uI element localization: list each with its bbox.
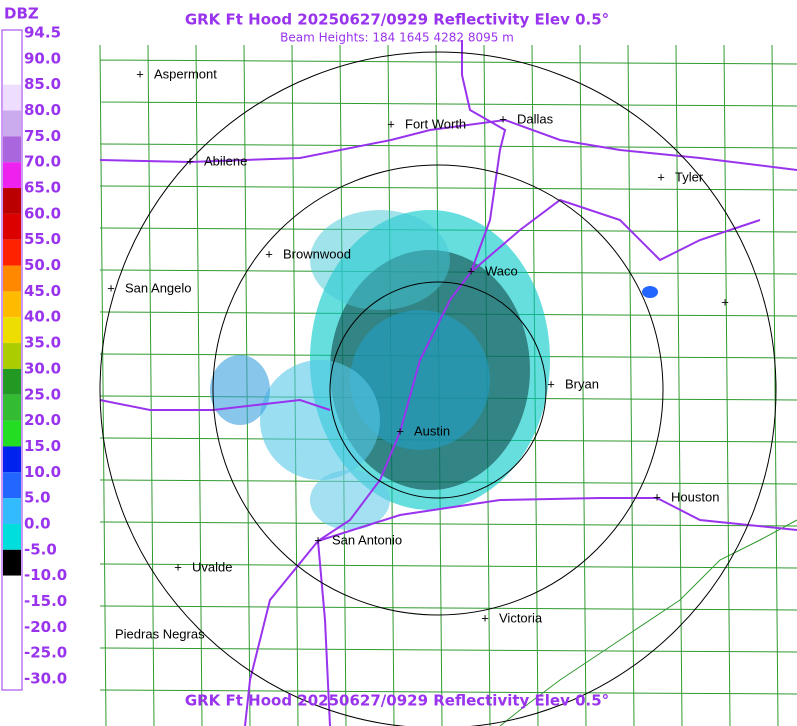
city-marker: + xyxy=(136,66,144,81)
city-label: Piedras Negras xyxy=(115,626,205,641)
legend-label: 50.0 xyxy=(24,256,61,274)
subtitle: Beam Heights: 184 1645 4282 8095 m xyxy=(280,31,514,45)
city-marker: + xyxy=(314,532,322,547)
city-label: Dallas xyxy=(517,111,554,126)
city-marker: + xyxy=(396,423,404,438)
radar-echo xyxy=(210,210,658,530)
legend-label: 25.0 xyxy=(24,385,61,403)
city-marker: + xyxy=(186,153,194,168)
range-ring xyxy=(212,164,664,616)
legend-label: 55.0 xyxy=(24,230,61,248)
city-label: Houston xyxy=(671,489,719,504)
legend-swatch xyxy=(3,627,21,654)
legend-label: 40.0 xyxy=(24,308,61,326)
legend-swatch xyxy=(3,291,21,318)
legend-label: -30.0 xyxy=(24,670,67,688)
city-marker: + xyxy=(653,489,661,504)
legend-label: -5.0 xyxy=(24,540,57,558)
city-label: Tyler xyxy=(675,169,704,184)
legend-label: -25.0 xyxy=(24,644,67,662)
legend-swatch xyxy=(3,653,21,679)
city-marker: + xyxy=(481,610,489,625)
legend-swatch xyxy=(3,188,21,214)
city-label: Austin xyxy=(414,423,450,438)
range-ring xyxy=(329,281,547,499)
coastline xyxy=(499,519,797,726)
legend-swatch xyxy=(3,84,21,111)
legend-label: 15.0 xyxy=(24,437,61,455)
legend-label: 94.5 xyxy=(24,24,61,42)
legend-swatch xyxy=(3,33,21,59)
legend-label: 70.0 xyxy=(24,153,61,171)
legend-label: 45.0 xyxy=(24,282,61,300)
city-marker: + xyxy=(174,559,182,574)
legend-label: 0.0 xyxy=(24,514,51,532)
footer-title: GRK Ft Hood 20250627/0929 Reflectivity E… xyxy=(185,692,609,710)
city-marker: + xyxy=(499,111,507,126)
title: GRK Ft Hood 20250627/0929 Reflectivity E… xyxy=(185,11,609,29)
legend-swatch xyxy=(3,368,21,395)
legend-swatch xyxy=(3,575,21,602)
cities: + Aspermont + Fort Worth + Dallas + Abilene + Tyl… xyxy=(107,66,729,641)
city-label: San Angelo xyxy=(125,280,192,295)
legend-swatch xyxy=(3,420,21,447)
legend-label: -20.0 xyxy=(24,618,67,636)
legend-label: 85.0 xyxy=(24,75,61,93)
city-label: San Antonio xyxy=(332,532,402,547)
range-ring xyxy=(99,51,777,726)
city-marker: + xyxy=(265,246,273,261)
city-marker: + xyxy=(547,376,555,391)
legend: 94.5 90.0 85.0 80.0 75.0 70.0 65.0 60.0 55.0 50.0… xyxy=(3,24,67,688)
highways xyxy=(99,40,797,726)
city-label: Victoria xyxy=(499,610,543,625)
legend-swatch xyxy=(3,523,21,550)
legend-swatch xyxy=(3,601,21,628)
legend-swatch xyxy=(3,394,21,421)
city-marker: + xyxy=(467,263,475,278)
legend-swatch xyxy=(3,317,21,344)
city-label: Abilene xyxy=(204,153,247,168)
city-marker: + xyxy=(107,280,115,295)
city-label: Fort Worth xyxy=(405,116,466,131)
legend-swatch xyxy=(3,472,21,499)
legend-swatch xyxy=(3,239,21,266)
city-marker: + xyxy=(721,294,729,309)
legend-label: 30.0 xyxy=(24,359,61,377)
legend-label: 5.0 xyxy=(24,489,51,507)
legend-label: 90.0 xyxy=(24,49,61,67)
legend-swatch xyxy=(3,343,21,369)
legend-swatch xyxy=(3,265,21,292)
city-label: Bryan xyxy=(565,376,599,391)
legend-swatch xyxy=(3,136,21,163)
legend-swatch xyxy=(3,446,21,473)
legend-label: 10.0 xyxy=(24,463,61,481)
city-marker: + xyxy=(387,116,395,131)
city-marker: + xyxy=(657,169,665,184)
legend-swatch xyxy=(3,213,21,240)
city-label: Uvalde xyxy=(192,559,232,574)
legend-label: 75.0 xyxy=(24,127,61,145)
legend-unit: DBZ xyxy=(4,5,39,23)
city-label: Brownwood xyxy=(283,246,351,261)
legend-label: 65.0 xyxy=(24,179,61,197)
city-label: Waco xyxy=(485,263,518,278)
legend-label: -10.0 xyxy=(24,566,67,584)
legend-swatch xyxy=(3,110,21,137)
legend-label: 20.0 xyxy=(24,411,61,429)
legend-label: 80.0 xyxy=(24,101,61,119)
legend-swatch xyxy=(3,58,21,85)
legend-swatch xyxy=(3,498,21,524)
legend-label: 35.0 xyxy=(24,334,61,352)
city-label: Aspermont xyxy=(154,66,217,81)
legend-label: -15.0 xyxy=(24,592,67,610)
legend-swatch xyxy=(3,162,21,189)
legend-label: 60.0 xyxy=(24,204,61,222)
legend-swatch xyxy=(3,549,21,576)
